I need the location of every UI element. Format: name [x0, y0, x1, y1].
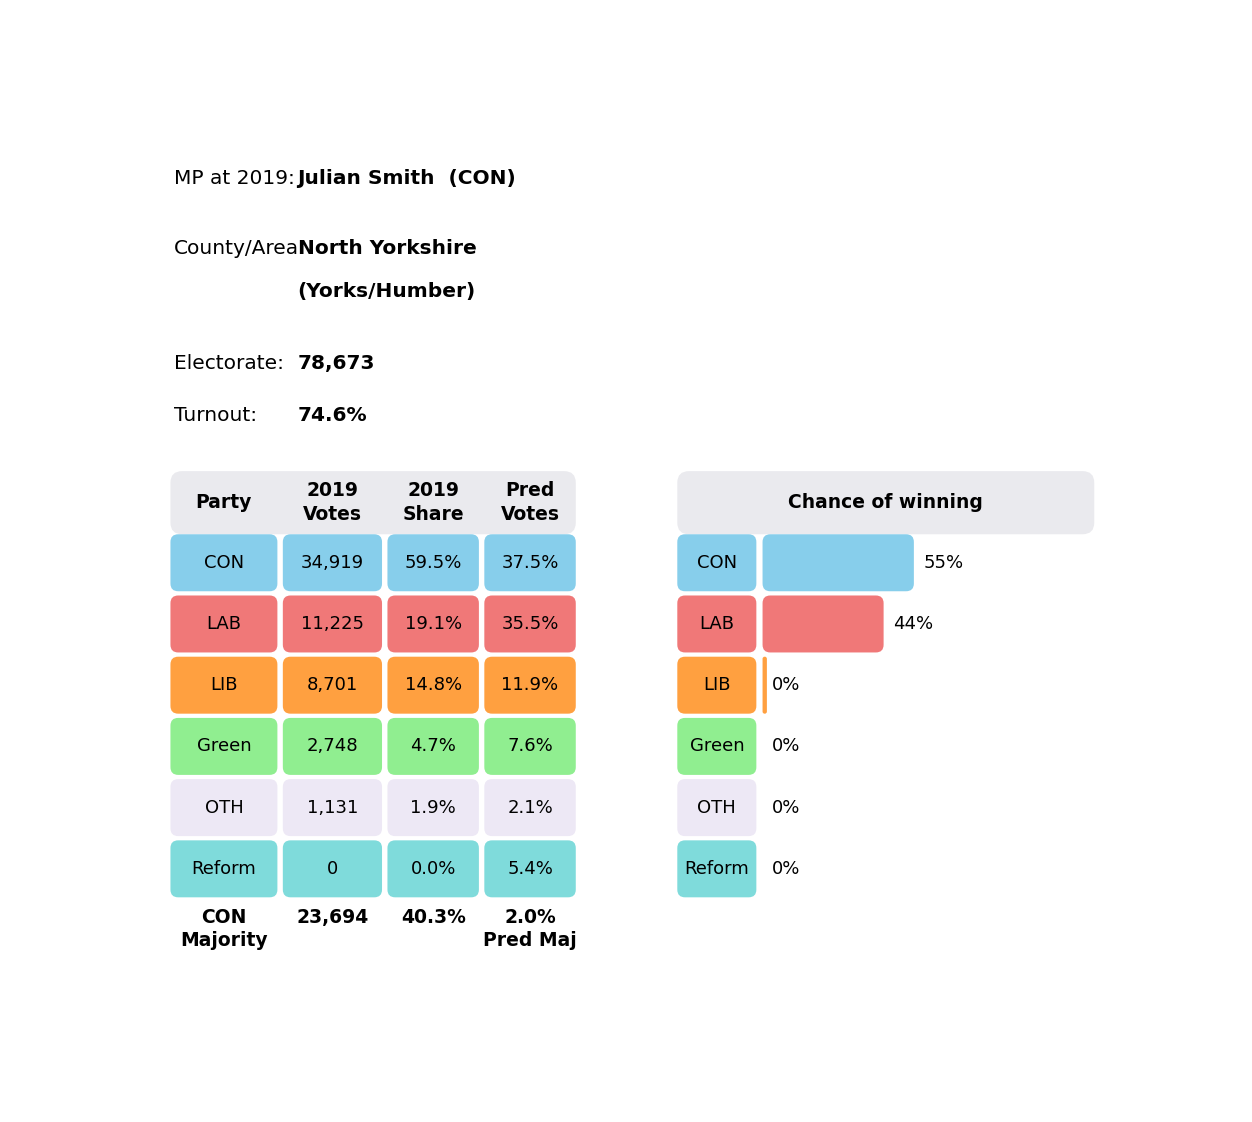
Text: 59.5%: 59.5%: [404, 554, 462, 572]
FancyBboxPatch shape: [677, 656, 756, 714]
Text: 2.0%
Pred Maj: 2.0% Pred Maj: [483, 908, 577, 950]
Text: Green: Green: [197, 737, 252, 755]
Text: 11,225: 11,225: [300, 615, 364, 633]
Text: 0: 0: [327, 859, 338, 877]
Text: 19.1%: 19.1%: [404, 615, 462, 633]
Text: Reform: Reform: [192, 859, 257, 877]
Text: 0%: 0%: [771, 677, 800, 695]
FancyBboxPatch shape: [283, 596, 382, 653]
FancyBboxPatch shape: [485, 840, 576, 898]
FancyBboxPatch shape: [677, 534, 756, 591]
FancyBboxPatch shape: [283, 718, 382, 775]
FancyBboxPatch shape: [677, 779, 756, 836]
Text: Electorate:: Electorate:: [174, 355, 283, 374]
Text: MP at 2019:: MP at 2019:: [174, 169, 294, 188]
Text: Reform: Reform: [685, 859, 749, 877]
Text: 4.7%: 4.7%: [411, 737, 456, 755]
FancyBboxPatch shape: [170, 471, 576, 534]
Text: 0%: 0%: [771, 799, 800, 817]
Text: Chance of winning: Chance of winning: [789, 494, 983, 513]
Text: Pred
Votes: Pred Votes: [501, 481, 560, 524]
Text: 2,748: 2,748: [307, 737, 358, 755]
FancyBboxPatch shape: [762, 656, 767, 714]
Text: OTH: OTH: [697, 799, 736, 817]
FancyBboxPatch shape: [170, 656, 278, 714]
Text: 55%: 55%: [923, 554, 963, 572]
Text: 2019
Votes: 2019 Votes: [303, 481, 362, 524]
Text: 40.3%: 40.3%: [401, 908, 466, 927]
FancyBboxPatch shape: [283, 779, 382, 836]
Text: LAB: LAB: [700, 615, 735, 633]
Text: Turnout:: Turnout:: [174, 406, 257, 425]
Text: Green: Green: [690, 737, 744, 755]
FancyBboxPatch shape: [387, 840, 480, 898]
Text: 2019
Share: 2019 Share: [402, 481, 464, 524]
FancyBboxPatch shape: [762, 534, 914, 591]
Text: 34,919: 34,919: [300, 554, 364, 572]
Text: 8,701: 8,701: [307, 677, 358, 695]
Text: 44%: 44%: [893, 615, 933, 633]
FancyBboxPatch shape: [485, 718, 576, 775]
FancyBboxPatch shape: [170, 596, 278, 653]
FancyBboxPatch shape: [485, 596, 576, 653]
Text: 74.6%: 74.6%: [298, 406, 367, 425]
Text: County/Area:: County/Area:: [174, 239, 305, 258]
FancyBboxPatch shape: [677, 718, 756, 775]
FancyBboxPatch shape: [677, 840, 756, 898]
Text: 5.4%: 5.4%: [507, 859, 553, 877]
Text: 0%: 0%: [771, 859, 800, 877]
Text: 0.0%: 0.0%: [411, 859, 456, 877]
Text: 1.9%: 1.9%: [411, 799, 456, 817]
Text: 2.1%: 2.1%: [507, 799, 553, 817]
Text: 0%: 0%: [771, 737, 800, 755]
FancyBboxPatch shape: [485, 779, 576, 836]
FancyBboxPatch shape: [283, 840, 382, 898]
FancyBboxPatch shape: [170, 779, 278, 836]
FancyBboxPatch shape: [677, 471, 1094, 534]
Text: 35.5%: 35.5%: [501, 615, 558, 633]
Text: Party: Party: [195, 494, 252, 513]
FancyBboxPatch shape: [170, 534, 278, 591]
FancyBboxPatch shape: [485, 534, 576, 591]
FancyBboxPatch shape: [387, 779, 480, 836]
FancyBboxPatch shape: [387, 656, 480, 714]
Text: 78,673: 78,673: [298, 355, 376, 374]
FancyBboxPatch shape: [170, 840, 278, 898]
Text: Julian Smith  (CON): Julian Smith (CON): [298, 169, 516, 188]
FancyBboxPatch shape: [677, 596, 756, 653]
Text: OTH: OTH: [204, 799, 243, 817]
FancyBboxPatch shape: [283, 534, 382, 591]
FancyBboxPatch shape: [762, 596, 884, 653]
FancyBboxPatch shape: [283, 656, 382, 714]
Text: LIB: LIB: [704, 677, 731, 695]
FancyBboxPatch shape: [387, 718, 480, 775]
Text: 23,694: 23,694: [297, 908, 368, 927]
FancyBboxPatch shape: [387, 596, 480, 653]
FancyBboxPatch shape: [387, 534, 480, 591]
Text: (Yorks/Humber): (Yorks/Humber): [298, 283, 476, 302]
Text: North Yorkshire: North Yorkshire: [298, 239, 476, 258]
Text: LAB: LAB: [207, 615, 242, 633]
Text: CON: CON: [697, 554, 737, 572]
Text: CON
Majority: CON Majority: [180, 908, 268, 950]
Text: 11.9%: 11.9%: [502, 677, 558, 695]
Text: LIB: LIB: [210, 677, 238, 695]
Text: CON: CON: [204, 554, 244, 572]
Text: 7.6%: 7.6%: [507, 737, 553, 755]
FancyBboxPatch shape: [485, 656, 576, 714]
Text: 1,131: 1,131: [307, 799, 358, 817]
Text: 37.5%: 37.5%: [501, 554, 558, 572]
Text: 14.8%: 14.8%: [404, 677, 462, 695]
FancyBboxPatch shape: [170, 718, 278, 775]
